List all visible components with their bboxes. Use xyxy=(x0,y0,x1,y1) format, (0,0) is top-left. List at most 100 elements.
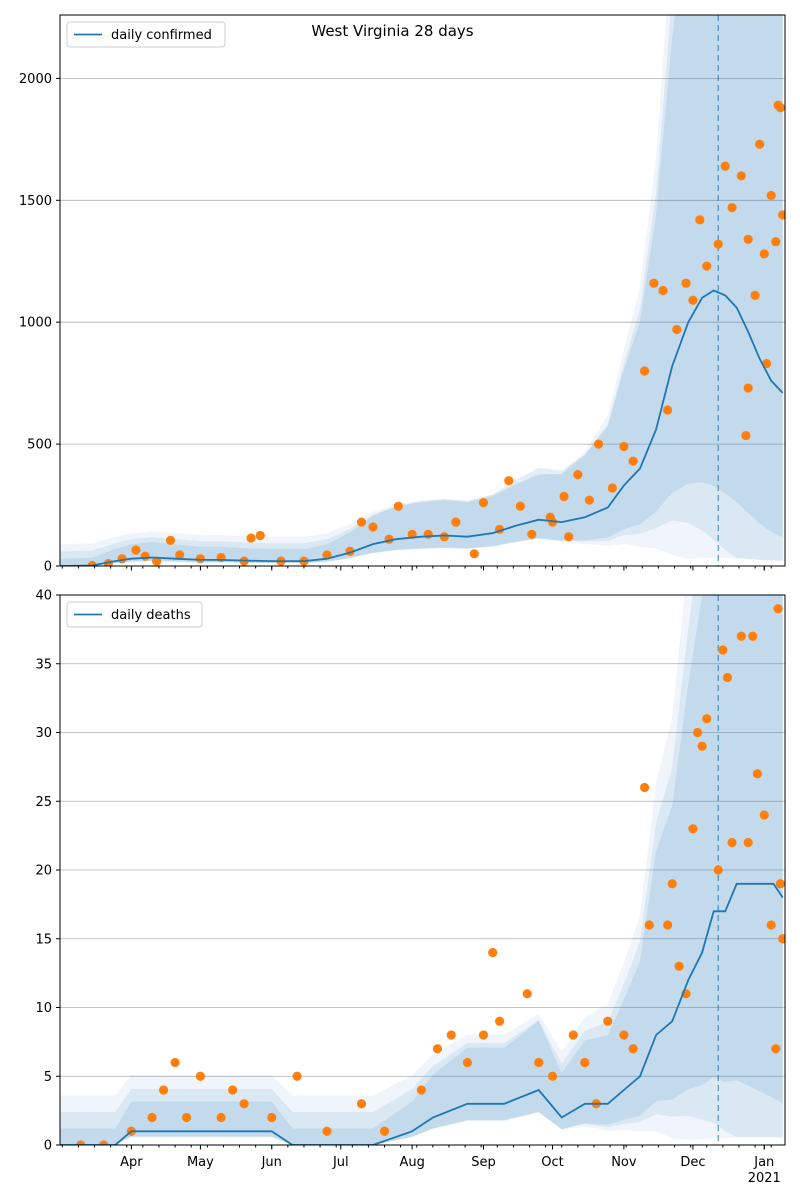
data-point xyxy=(743,383,753,393)
y-tick-label: 40 xyxy=(35,589,52,604)
data-point xyxy=(488,947,498,958)
data-point xyxy=(741,430,751,441)
data-point xyxy=(692,727,703,738)
y-tick-label: 2000 xyxy=(19,72,52,87)
data-point xyxy=(663,405,673,415)
data-point xyxy=(515,501,525,511)
data-point xyxy=(228,1085,238,1095)
data-point xyxy=(644,920,654,930)
legend-label: daily confirmed xyxy=(111,28,212,43)
data-point xyxy=(718,645,728,655)
data-point xyxy=(778,934,785,944)
data-point xyxy=(504,476,514,486)
data-point xyxy=(702,261,712,271)
data-point xyxy=(140,551,150,561)
data-point xyxy=(775,103,785,113)
data-point xyxy=(478,1030,489,1040)
data-point xyxy=(469,549,479,559)
data-point xyxy=(99,1140,109,1145)
uncertainty-band xyxy=(60,15,783,566)
deaths-panel: 0 5 10 15 20 25 30 35 40 Apr May Jun Jul Aug Sep Oct Nov… xyxy=(35,589,786,1186)
data-point xyxy=(170,1057,180,1068)
data-point xyxy=(246,533,256,543)
data-point xyxy=(628,1044,638,1054)
data-point xyxy=(752,769,762,779)
data-point xyxy=(720,161,730,171)
data-point xyxy=(681,278,691,288)
confirmed-panel: 0 500 1000 1500 2000 West Virginia 28 days dai… xyxy=(19,14,786,575)
data-point xyxy=(356,1099,367,1109)
uncertainty-band xyxy=(60,15,783,566)
data-point xyxy=(393,501,403,511)
data-point xyxy=(593,439,604,449)
data-point xyxy=(292,1071,302,1081)
data-point xyxy=(534,1057,544,1068)
plot-area xyxy=(60,595,785,1145)
data-point xyxy=(755,139,765,149)
x-tick-year-label: 2021 xyxy=(748,1171,781,1186)
data-point xyxy=(775,879,785,889)
data-point xyxy=(158,1085,169,1095)
data-point xyxy=(759,249,769,259)
y-tick-label: 1000 xyxy=(19,316,52,331)
data-point xyxy=(771,237,781,247)
data-point xyxy=(727,203,737,213)
data-point xyxy=(439,532,449,542)
y-tick-label: 15 xyxy=(35,932,52,947)
series-line xyxy=(60,289,784,566)
data-point xyxy=(727,837,737,848)
data-point xyxy=(766,190,776,201)
y-tick-label: 25 xyxy=(35,795,52,810)
data-point xyxy=(416,1085,426,1095)
y-tick-label: 0 xyxy=(44,1139,52,1154)
data-point xyxy=(147,1112,157,1123)
chart-title: West Virginia 28 days xyxy=(311,22,473,40)
y-tick-label: 0 xyxy=(44,560,52,575)
data-point xyxy=(743,837,753,848)
data-point xyxy=(131,545,141,555)
x-tick-label: Jul xyxy=(332,1155,349,1170)
data-point xyxy=(649,278,659,288)
uncertainty-band xyxy=(60,595,783,1145)
data-point xyxy=(688,824,698,834)
data-point xyxy=(773,604,783,614)
series-line xyxy=(60,882,784,1145)
y-tick-label: 10 xyxy=(35,1001,52,1016)
data-point xyxy=(76,1140,86,1145)
data-point xyxy=(379,1126,390,1136)
x-tick-label: Jan xyxy=(753,1155,774,1170)
data-point xyxy=(322,1126,332,1136)
data-point xyxy=(462,1057,472,1068)
uncertainty-band xyxy=(60,595,783,1145)
data-point xyxy=(640,366,650,376)
x-tick-label: Oct xyxy=(541,1155,563,1170)
data-point xyxy=(573,469,583,480)
data-point xyxy=(736,631,746,641)
data-point xyxy=(607,483,617,493)
x-tick-label: Sep xyxy=(471,1155,496,1170)
data-point xyxy=(181,1112,192,1123)
data-point xyxy=(667,879,677,889)
data-point xyxy=(619,1030,629,1040)
data-point xyxy=(748,631,758,641)
x-tick-label: Jun xyxy=(261,1155,282,1170)
data-point xyxy=(432,1044,443,1054)
data-point xyxy=(451,517,461,527)
data-point xyxy=(368,522,378,532)
y-tick-label: 20 xyxy=(35,864,52,879)
data-point xyxy=(640,782,650,793)
x-tick-label: May xyxy=(187,1155,214,1170)
legend: daily deaths xyxy=(66,601,203,628)
data-point xyxy=(736,171,746,181)
data-point xyxy=(478,498,489,508)
data-point xyxy=(759,810,769,820)
y-tick-label: 35 xyxy=(35,657,52,672)
data-point xyxy=(674,961,684,971)
data-point xyxy=(672,324,682,335)
data-point xyxy=(216,1112,226,1123)
data-point xyxy=(619,441,629,452)
legend-box xyxy=(66,21,226,48)
data-point xyxy=(547,517,558,527)
x-tick-label: Nov xyxy=(611,1155,637,1170)
